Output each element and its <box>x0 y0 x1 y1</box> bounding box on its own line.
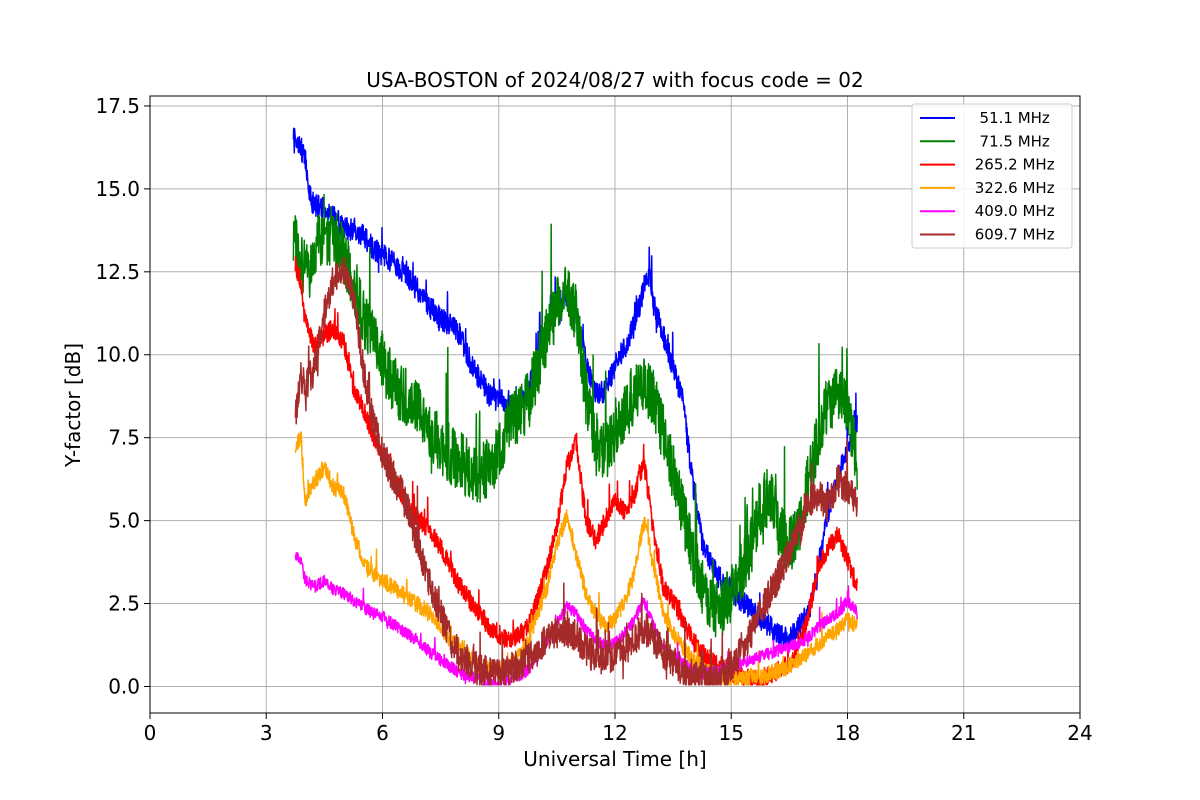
y-tick-label: 10.0 <box>95 343 140 367</box>
chart-title: USA-BOSTON of 2024/08/27 with focus code… <box>366 68 863 92</box>
legend-label: 322.6 MHz <box>970 179 1055 197</box>
legend-label: 409.0 MHz <box>970 202 1055 220</box>
x-tick-label: 15 <box>719 721 744 745</box>
legend-label: 265.2 MHz <box>970 156 1055 174</box>
y-tick-label: 0.0 <box>108 674 140 698</box>
x-tick-label: 6 <box>376 721 389 745</box>
legend-label: 609.7 MHz <box>970 226 1055 244</box>
series-layer <box>292 127 858 686</box>
series-line <box>292 193 858 638</box>
x-tick-label: 3 <box>260 721 273 745</box>
y-axis-ticks: 0.0 2.5 5.0 7.5 10.0 12.5 15.0 17.5 <box>95 94 150 698</box>
x-tick-label: 24 <box>1067 721 1092 745</box>
x-tick-label: 21 <box>951 721 976 745</box>
y-axis-label: Y-factor [dB] <box>61 343 85 468</box>
y-tick-label: 12.5 <box>95 260 140 284</box>
x-tick-label: 0 <box>144 721 157 745</box>
x-tick-label: 9 <box>492 721 505 745</box>
legend-label: 71.5 MHz <box>970 132 1050 150</box>
x-tick-label: 12 <box>602 721 627 745</box>
x-tick-label: 18 <box>835 721 860 745</box>
x-axis-label: Universal Time [h] <box>523 747 706 771</box>
series-line <box>294 256 858 686</box>
legend-label: 51.1 MHz <box>970 109 1050 127</box>
y-tick-label: 2.5 <box>108 592 140 616</box>
series-line <box>294 551 858 686</box>
y-tick-label: 17.5 <box>95 94 140 118</box>
y-tick-label: 5.0 <box>108 509 140 533</box>
legend: 51.1 MHz 71.5 MHz 265.2 MHz 322.6 MHz 40… <box>911 103 1073 249</box>
x-axis-ticks: 0 3 6 9 12 15 18 21 24 <box>144 713 1093 745</box>
y-tick-label: 15.0 <box>95 177 140 201</box>
series-line <box>294 431 858 686</box>
y-tick-label: 7.5 <box>108 426 140 450</box>
